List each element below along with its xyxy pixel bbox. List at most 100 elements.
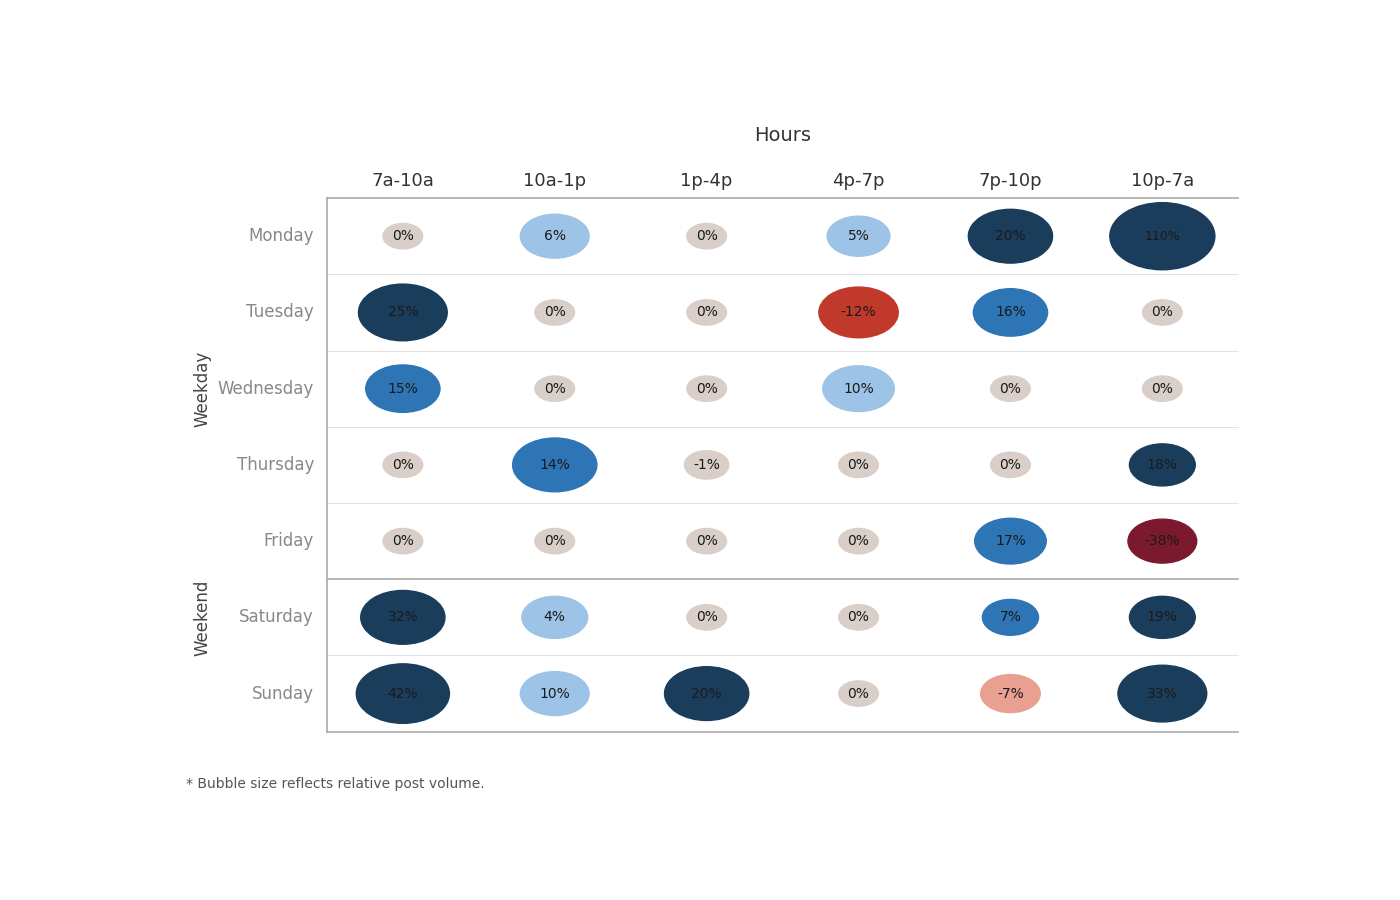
Circle shape bbox=[973, 289, 1047, 337]
Text: 0%: 0% bbox=[847, 687, 869, 700]
Text: Wednesday: Wednesday bbox=[217, 380, 314, 398]
Circle shape bbox=[827, 216, 890, 256]
Text: 0%: 0% bbox=[1151, 382, 1173, 396]
Circle shape bbox=[361, 590, 445, 644]
Text: * Bubble size reflects relative post volume.: * Bubble size reflects relative post vol… bbox=[186, 777, 484, 790]
Text: -7%: -7% bbox=[997, 687, 1023, 700]
Circle shape bbox=[687, 223, 727, 249]
Circle shape bbox=[535, 528, 574, 554]
Text: 0%: 0% bbox=[392, 458, 414, 472]
Circle shape bbox=[969, 210, 1053, 263]
Text: 0%: 0% bbox=[696, 230, 718, 243]
Circle shape bbox=[1142, 300, 1182, 325]
Text: 1p-4p: 1p-4p bbox=[680, 172, 732, 190]
Text: 0%: 0% bbox=[847, 534, 869, 548]
Text: 4%: 4% bbox=[543, 610, 566, 625]
Circle shape bbox=[512, 438, 596, 491]
Text: Monday: Monday bbox=[248, 227, 314, 245]
Circle shape bbox=[1128, 519, 1197, 563]
Text: 4p-7p: 4p-7p bbox=[832, 172, 885, 190]
Text: 19%: 19% bbox=[1147, 610, 1177, 625]
Circle shape bbox=[983, 599, 1039, 635]
Circle shape bbox=[839, 605, 878, 630]
Text: -38%: -38% bbox=[1145, 534, 1180, 548]
Text: Saturday: Saturday bbox=[239, 608, 314, 626]
Text: 18%: 18% bbox=[1147, 458, 1177, 472]
Circle shape bbox=[1142, 376, 1182, 401]
Text: 17%: 17% bbox=[995, 534, 1026, 548]
Text: Weekend: Weekend bbox=[193, 580, 211, 655]
Circle shape bbox=[1130, 597, 1196, 638]
Text: 7a-10a: 7a-10a bbox=[371, 172, 434, 190]
Text: 0%: 0% bbox=[543, 382, 566, 396]
Circle shape bbox=[665, 667, 749, 721]
Circle shape bbox=[685, 451, 729, 479]
Text: 32%: 32% bbox=[388, 610, 419, 625]
Circle shape bbox=[365, 364, 440, 412]
Text: Tuesday: Tuesday bbox=[246, 303, 314, 321]
Text: 0%: 0% bbox=[696, 305, 718, 320]
Text: 10%: 10% bbox=[539, 687, 570, 700]
Circle shape bbox=[1130, 444, 1196, 486]
Circle shape bbox=[687, 528, 727, 554]
Text: 0%: 0% bbox=[696, 610, 718, 625]
Circle shape bbox=[535, 300, 574, 325]
Text: 0%: 0% bbox=[1151, 305, 1173, 320]
Text: 0%: 0% bbox=[543, 305, 566, 320]
Text: -1%: -1% bbox=[693, 458, 720, 472]
Circle shape bbox=[358, 284, 447, 341]
Circle shape bbox=[687, 376, 727, 401]
Text: 15%: 15% bbox=[388, 382, 419, 396]
Text: 16%: 16% bbox=[995, 305, 1026, 320]
Circle shape bbox=[819, 287, 899, 338]
Circle shape bbox=[991, 452, 1030, 478]
Text: 6%: 6% bbox=[543, 230, 566, 243]
Text: 0%: 0% bbox=[847, 610, 869, 625]
Circle shape bbox=[839, 528, 878, 554]
Circle shape bbox=[384, 223, 423, 249]
Text: Sunday: Sunday bbox=[252, 685, 314, 703]
Text: Weekday: Weekday bbox=[193, 350, 211, 427]
Text: 10a-1p: 10a-1p bbox=[524, 172, 587, 190]
Text: 20%: 20% bbox=[692, 687, 722, 700]
Text: 110%: 110% bbox=[1144, 230, 1180, 243]
Circle shape bbox=[980, 675, 1040, 713]
Text: 0%: 0% bbox=[392, 230, 414, 243]
Text: 0%: 0% bbox=[847, 458, 869, 472]
Text: 7%: 7% bbox=[1000, 610, 1022, 625]
Text: 10p-7a: 10p-7a bbox=[1131, 172, 1194, 190]
Circle shape bbox=[384, 528, 423, 554]
Text: 0%: 0% bbox=[696, 534, 718, 548]
Text: Hours: Hours bbox=[755, 126, 811, 145]
Text: Thursday: Thursday bbox=[237, 456, 314, 474]
Text: 0%: 0% bbox=[543, 534, 566, 548]
Circle shape bbox=[687, 300, 727, 325]
Text: 25%: 25% bbox=[388, 305, 419, 320]
Text: 0%: 0% bbox=[392, 534, 414, 548]
Circle shape bbox=[522, 597, 588, 638]
Circle shape bbox=[839, 452, 878, 478]
Circle shape bbox=[384, 452, 423, 478]
Text: 5%: 5% bbox=[847, 230, 869, 243]
Circle shape bbox=[521, 671, 589, 716]
Text: 42%: 42% bbox=[388, 687, 419, 700]
Circle shape bbox=[535, 376, 574, 401]
Text: 0%: 0% bbox=[1000, 382, 1022, 396]
Circle shape bbox=[687, 605, 727, 630]
Circle shape bbox=[991, 376, 1030, 401]
Text: 0%: 0% bbox=[696, 382, 718, 396]
Text: -12%: -12% bbox=[841, 305, 876, 320]
Circle shape bbox=[357, 664, 449, 724]
Circle shape bbox=[974, 518, 1046, 564]
Circle shape bbox=[823, 365, 895, 411]
Text: 20%: 20% bbox=[995, 230, 1026, 243]
Text: 14%: 14% bbox=[539, 458, 570, 472]
Text: 7p-10p: 7p-10p bbox=[979, 172, 1042, 190]
Text: 10%: 10% bbox=[843, 382, 874, 396]
Circle shape bbox=[521, 214, 589, 258]
Circle shape bbox=[1119, 665, 1207, 722]
Circle shape bbox=[839, 681, 878, 706]
Text: Friday: Friday bbox=[263, 532, 314, 550]
Text: 0%: 0% bbox=[1000, 458, 1022, 472]
Circle shape bbox=[1110, 202, 1215, 270]
